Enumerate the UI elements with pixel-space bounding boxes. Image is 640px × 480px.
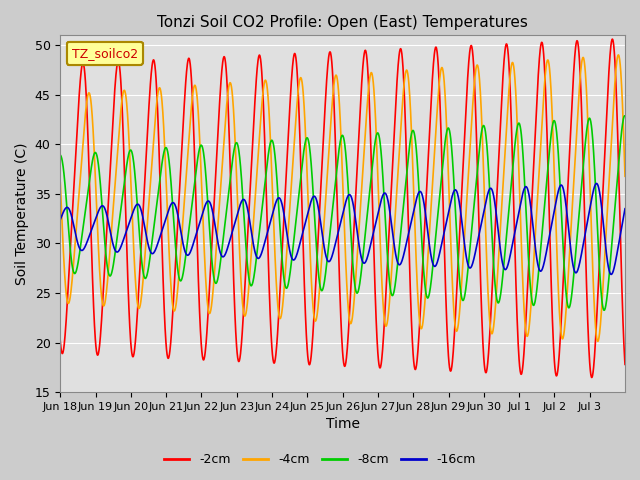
-2cm [605, 74, 612, 80]
-16cm [56, 217, 64, 223]
-2cm [609, 36, 616, 42]
X-axis label: Time: Time [326, 418, 360, 432]
-4cm [614, 52, 622, 58]
-4cm [56, 180, 64, 185]
-4cm [331, 75, 339, 81]
Title: Tonzi Soil CO2 Profile: Open (East) Temperatures: Tonzi Soil CO2 Profile: Open (East) Temp… [157, 15, 528, 30]
-4cm [605, 181, 612, 187]
-8cm [605, 276, 612, 281]
-16cm [605, 266, 612, 272]
Line: -16cm: -16cm [60, 183, 625, 275]
-8cm [600, 307, 608, 313]
-2cm [605, 69, 612, 75]
-8cm [605, 278, 612, 284]
-2cm [56, 338, 64, 344]
-2cm [501, 48, 509, 54]
-16cm [85, 234, 93, 240]
-2cm [621, 361, 629, 367]
-2cm [331, 124, 339, 130]
-16cm [331, 243, 339, 249]
-8cm [331, 184, 339, 190]
-4cm [621, 173, 629, 179]
-16cm [316, 215, 324, 220]
-4cm [605, 186, 612, 192]
Y-axis label: Soil Temperature (C): Soil Temperature (C) [15, 143, 29, 285]
-8cm [316, 282, 324, 288]
-4cm [594, 338, 602, 344]
Line: -8cm: -8cm [60, 116, 625, 310]
Line: -4cm: -4cm [60, 55, 625, 341]
-8cm [621, 113, 628, 119]
-4cm [501, 151, 509, 156]
-4cm [85, 90, 93, 96]
-16cm [605, 265, 612, 271]
-8cm [56, 152, 64, 158]
-16cm [593, 180, 600, 186]
-8cm [501, 250, 509, 256]
-2cm [588, 374, 595, 380]
Legend: TZ_soilco2: TZ_soilco2 [67, 42, 143, 65]
-16cm [621, 206, 629, 212]
-2cm [85, 168, 93, 174]
-16cm [607, 272, 615, 277]
Line: -2cm: -2cm [60, 39, 625, 377]
-2cm [316, 202, 324, 208]
-4cm [316, 282, 324, 288]
-8cm [621, 113, 629, 119]
-16cm [501, 266, 509, 272]
-8cm [85, 180, 93, 186]
Legend: -2cm, -4cm, -8cm, -16cm: -2cm, -4cm, -8cm, -16cm [159, 448, 481, 471]
